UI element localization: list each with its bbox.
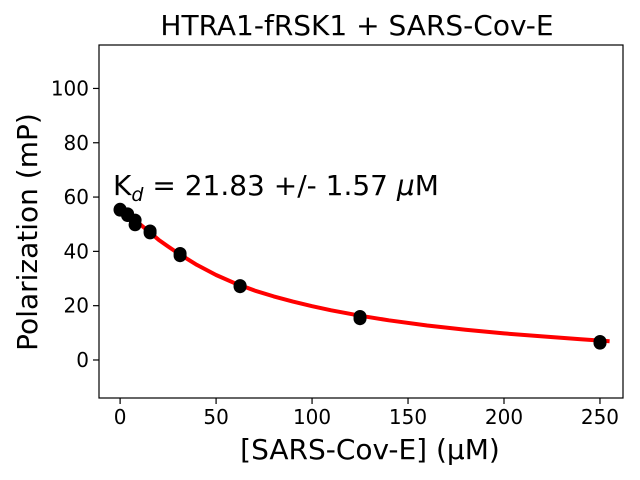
data-point <box>593 336 607 350</box>
x-tick-label: 150 <box>389 405 427 429</box>
y-axis-label: Polarization (mP) <box>11 113 44 351</box>
kd-annotation-mu: μ <box>396 169 415 202</box>
kd-annotation: Kd = 21.83 +/- 1.57 μM <box>113 169 439 206</box>
y-tick-label: 60 <box>64 185 89 209</box>
x-tick-label: 250 <box>581 405 619 429</box>
x-tick-label: 0 <box>114 405 127 429</box>
x-tick-label: 100 <box>293 405 331 429</box>
data-point <box>143 226 157 240</box>
y-tick-label: 20 <box>64 294 89 318</box>
kd-annotation-prefix: K <box>113 169 132 202</box>
data-point <box>233 280 247 294</box>
y-tick-label: 100 <box>51 76 89 100</box>
kd-annotation-unit: M <box>415 169 439 202</box>
x-axis-label: [SARS-Cov-E] (µM) <box>240 433 500 466</box>
y-tick-label: 40 <box>64 239 89 263</box>
plot-area: 0 50 100 150 200 250 0 20 40 60 80 100 <box>51 44 624 429</box>
data-point <box>353 312 367 326</box>
y-tick-label: 0 <box>76 348 89 372</box>
fit-curve <box>132 217 610 344</box>
chart-title: HTRA1-fRSK1 + SARS-Cov-E <box>160 9 553 42</box>
kd-annotation-subscript: d <box>131 184 144 206</box>
x-tick-label: 50 <box>203 405 228 429</box>
kd-annotation-value: = 21.83 +/- 1.57 <box>143 169 396 202</box>
data-point <box>173 249 187 263</box>
y-tick-label: 80 <box>64 131 89 155</box>
x-tick-label: 200 <box>485 405 523 429</box>
data-point <box>128 218 142 232</box>
plot-frame <box>98 44 624 399</box>
